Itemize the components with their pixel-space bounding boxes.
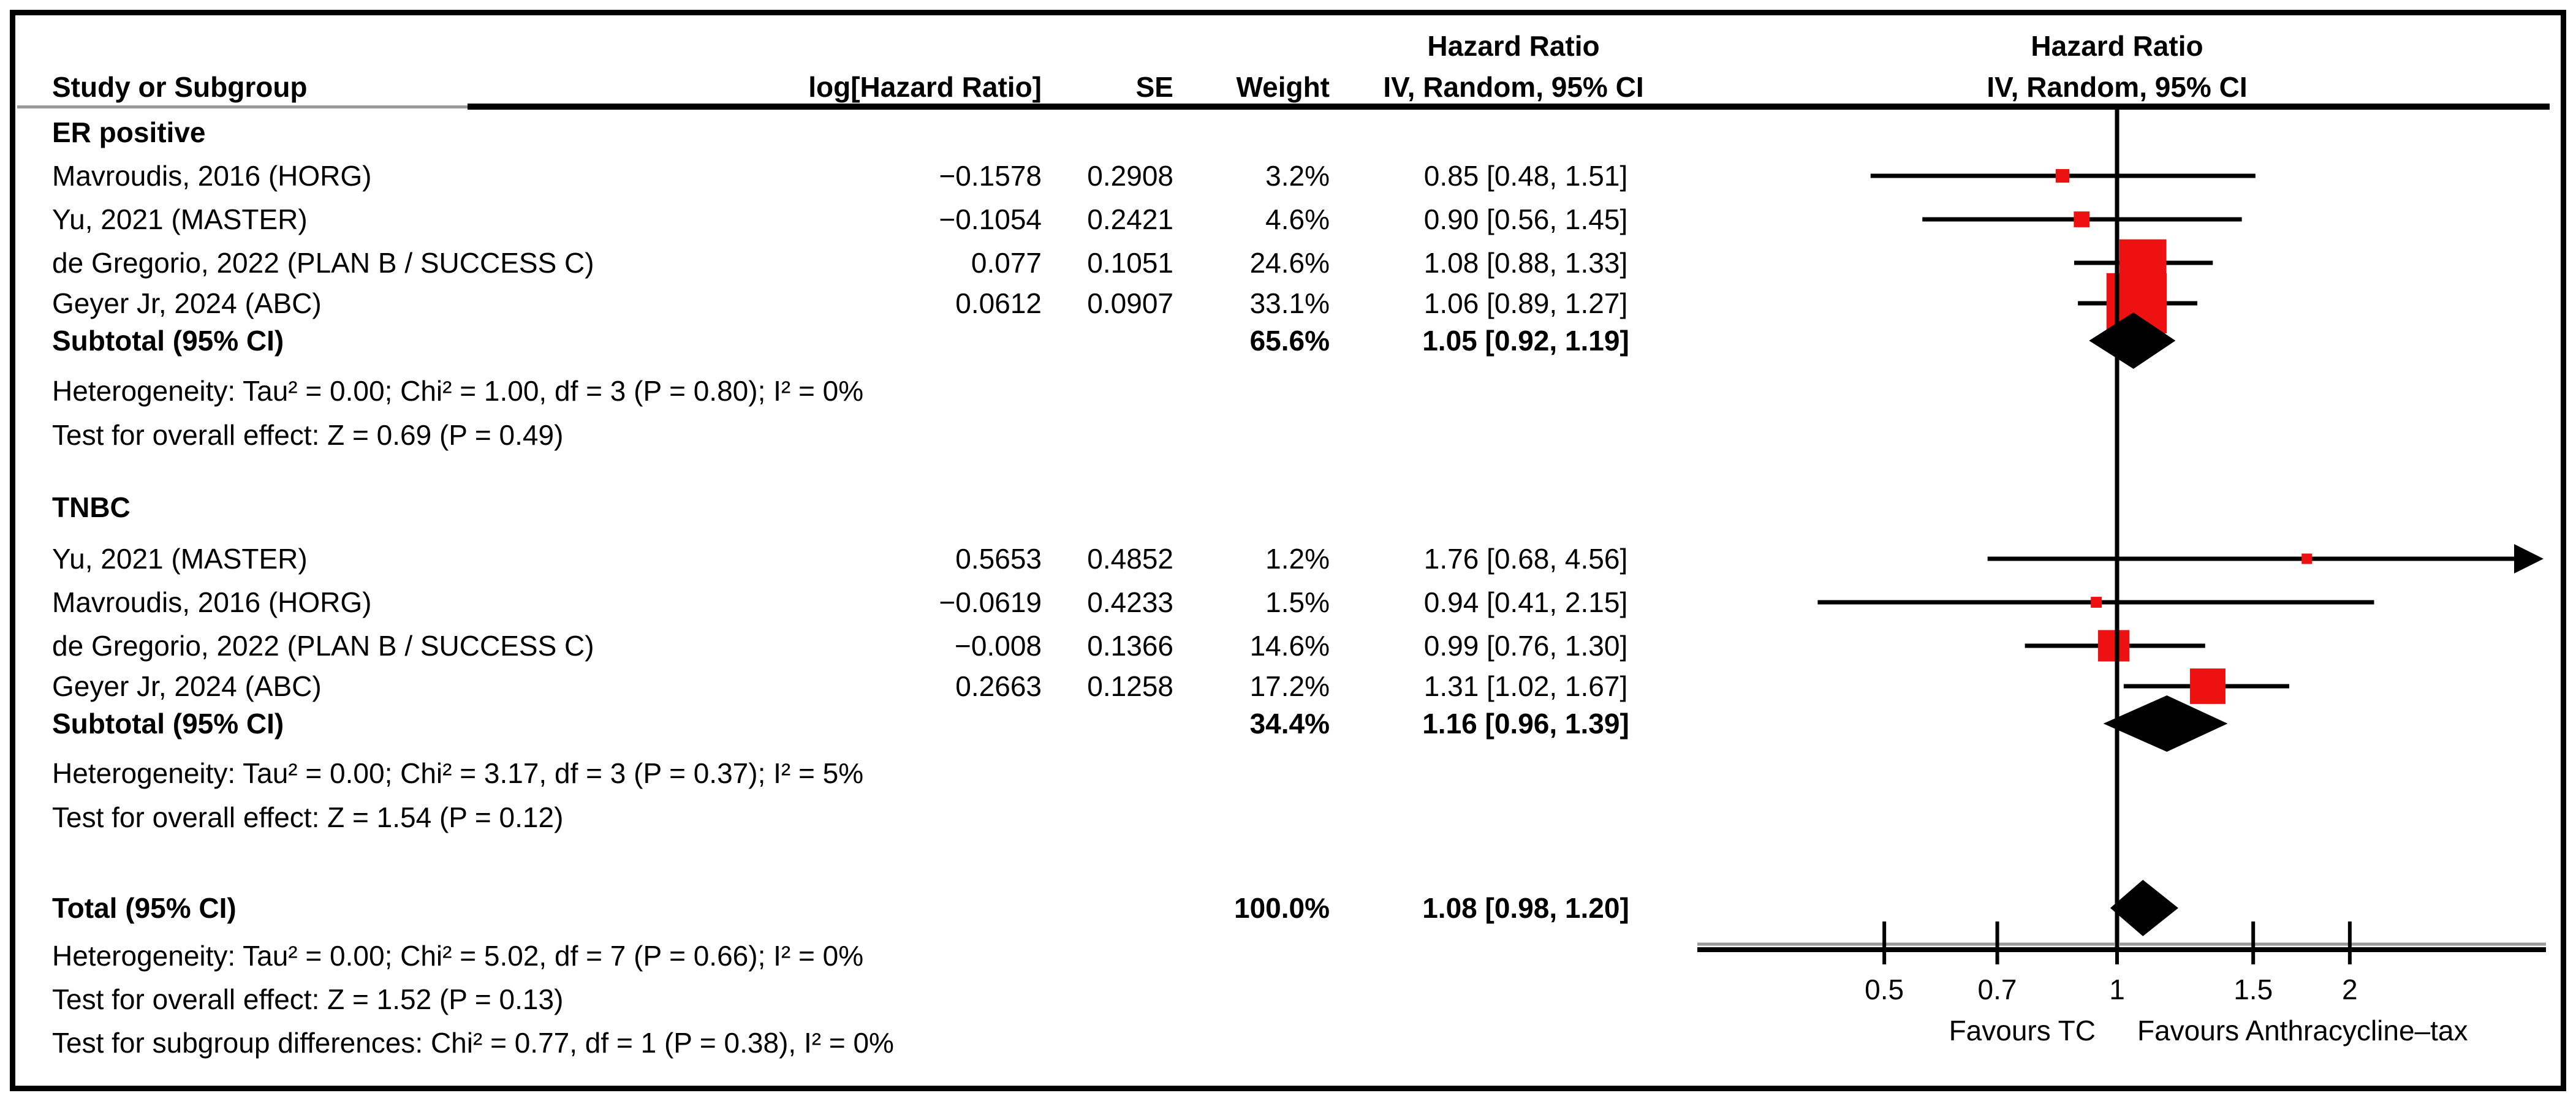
study-label: Mavroudis, 2016 (HORG) bbox=[52, 586, 372, 618]
effect-marker bbox=[2074, 211, 2090, 227]
heterogeneity-line: Heterogeneity: Tau² = 0.00; Chi² = 3.17,… bbox=[52, 757, 864, 789]
overall-effect-line: Test for overall effect: Z = 1.54 (P = 0… bbox=[52, 801, 564, 833]
heterogeneity-line: Heterogeneity: Tau² = 0.00; Chi² = 5.02,… bbox=[52, 940, 864, 972]
study-loghr: −0.1054 bbox=[939, 203, 1042, 235]
study-weight: 17.2% bbox=[1249, 670, 1330, 702]
study-label: Mavroudis, 2016 (HORG) bbox=[52, 160, 372, 192]
study-se: 0.1258 bbox=[1087, 670, 1173, 702]
favours-right-label: Favours Anthracycline–tax bbox=[2137, 1015, 2468, 1046]
subgroup-diff-line: Test for subgroup differences: Chi² = 0.… bbox=[52, 1027, 894, 1059]
study-loghr: 0.5653 bbox=[955, 543, 1042, 575]
effect-marker bbox=[2190, 668, 2226, 704]
study-weight: 4.6% bbox=[1265, 203, 1330, 235]
subtotal-diamond bbox=[2103, 695, 2228, 752]
effect-marker bbox=[2301, 553, 2313, 564]
total-diamond bbox=[2110, 880, 2178, 936]
study-label: Geyer Jr, 2024 (ABC) bbox=[52, 287, 322, 319]
study-loghr: 0.077 bbox=[971, 247, 1042, 279]
study-label: de Gregorio, 2022 (PLAN B / SUCCESS C) bbox=[52, 630, 594, 662]
overall-effect-line: Test for overall effect: Z = 1.52 (P = 0… bbox=[52, 983, 564, 1015]
study-ci-text: 1.76 [0.68, 4.56] bbox=[1423, 543, 1628, 575]
study-ci-text: 1.31 [1.02, 1.67] bbox=[1423, 670, 1628, 702]
study-label: Total (95% CI) bbox=[52, 892, 237, 924]
axis-tick-label: 1 bbox=[2109, 974, 2125, 1005]
study-weight: 33.1% bbox=[1249, 287, 1330, 319]
plot-header-effect-model: IV, Random, 95% CI bbox=[1987, 71, 2248, 103]
axis-tick-label: 2 bbox=[2342, 974, 2358, 1005]
study-weight: 34.4% bbox=[1249, 708, 1330, 740]
study-ci-text: 1.08 [0.88, 1.33] bbox=[1423, 247, 1628, 279]
study-loghr: −0.1578 bbox=[939, 160, 1042, 192]
overall-effect-line: Test for overall effect: Z = 0.69 (P = 0… bbox=[52, 419, 564, 451]
study-label: Subtotal (95% CI) bbox=[52, 325, 284, 357]
study-se: 0.2908 bbox=[1087, 160, 1173, 192]
heterogeneity-line: Heterogeneity: Tau² = 0.00; Chi² = 1.00,… bbox=[52, 375, 864, 407]
study-loghr: 0.0612 bbox=[955, 287, 1042, 319]
study-label: de Gregorio, 2022 (PLAN B / SUCCESS C) bbox=[52, 247, 594, 279]
group-label: ER positive bbox=[52, 116, 206, 148]
column-header-effect-model: IV, Random, 95% CI bbox=[1383, 71, 1644, 103]
column-header-loghr: log[Hazard Ratio] bbox=[808, 71, 1042, 103]
study-ci-text: 0.85 [0.48, 1.51] bbox=[1423, 160, 1628, 192]
study-label: Yu, 2021 (MASTER) bbox=[52, 203, 308, 235]
study-weight: 24.6% bbox=[1249, 247, 1330, 279]
study-ci-text: 1.16 [0.96, 1.39] bbox=[1422, 708, 1629, 740]
study-label: Geyer Jr, 2024 (ABC) bbox=[52, 670, 322, 702]
study-weight: 1.5% bbox=[1265, 586, 1330, 618]
column-header-effect-title: Hazard Ratio bbox=[1427, 30, 1600, 62]
study-se: 0.1051 bbox=[1087, 247, 1173, 279]
study-ci-text: 1.08 [0.98, 1.20] bbox=[1422, 892, 1629, 924]
study-weight: 100.0% bbox=[1233, 892, 1330, 924]
study-ci-text: 0.99 [0.76, 1.30] bbox=[1423, 630, 1628, 662]
axis-tick-label: 1.5 bbox=[2233, 974, 2273, 1005]
subtotal-diamond bbox=[2089, 312, 2176, 369]
group-label: TNBC bbox=[52, 491, 131, 523]
study-ci-text: 0.90 [0.56, 1.45] bbox=[1423, 203, 1628, 235]
effect-marker bbox=[2097, 630, 2130, 662]
study-loghr: −0.0619 bbox=[939, 586, 1042, 618]
study-se: 0.1366 bbox=[1087, 630, 1173, 662]
column-header-se: SE bbox=[1135, 71, 1173, 103]
favours-left-label: Favours TC bbox=[1949, 1015, 2096, 1046]
axis-tick-label: 0.7 bbox=[1977, 974, 2017, 1005]
study-ci-text: 0.94 [0.41, 2.15] bbox=[1423, 586, 1628, 618]
study-weight: 3.2% bbox=[1265, 160, 1330, 192]
header-rule-left bbox=[17, 105, 468, 108]
effect-marker bbox=[2091, 597, 2102, 608]
study-ci-text: 1.05 [0.92, 1.19] bbox=[1422, 325, 1629, 357]
ci-arrow-right bbox=[2514, 544, 2544, 573]
study-se: 0.0907 bbox=[1087, 287, 1173, 319]
study-loghr: −0.008 bbox=[955, 630, 1042, 662]
header-rule bbox=[468, 104, 2550, 110]
study-se: 0.4852 bbox=[1087, 543, 1173, 575]
study-weight: 65.6% bbox=[1249, 325, 1330, 357]
study-loghr: 0.2663 bbox=[955, 670, 1042, 702]
study-label: Subtotal (95% CI) bbox=[52, 708, 284, 740]
study-weight: 1.2% bbox=[1265, 543, 1330, 575]
study-weight: 14.6% bbox=[1249, 630, 1330, 662]
study-label: Yu, 2021 (MASTER) bbox=[52, 543, 308, 575]
column-header-study: Study or Subgroup bbox=[52, 71, 308, 103]
column-header-weight: Weight bbox=[1236, 71, 1330, 103]
study-ci-text: 1.06 [0.89, 1.27] bbox=[1423, 287, 1628, 319]
study-se: 0.2421 bbox=[1087, 203, 1173, 235]
plot-header-effect-title: Hazard Ratio bbox=[2031, 30, 2203, 62]
study-se: 0.4233 bbox=[1087, 586, 1173, 618]
axis-tick-label: 0.5 bbox=[1865, 974, 1904, 1005]
figure-border bbox=[10, 10, 2566, 1091]
effect-marker bbox=[2055, 168, 2070, 183]
